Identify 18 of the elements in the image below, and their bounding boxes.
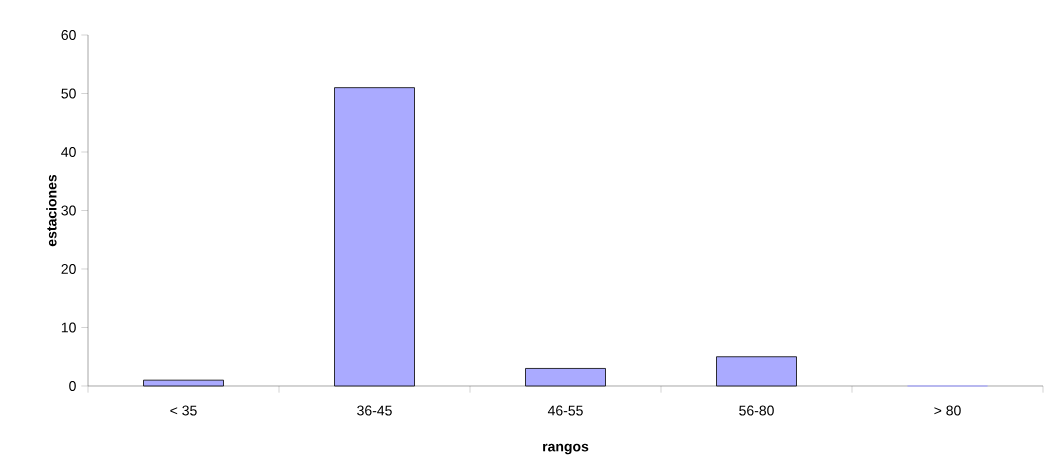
x-tick-label: < 35: [170, 405, 197, 416]
x-tick-label: 46-55: [547, 405, 583, 416]
y-tick-label: 20: [61, 264, 76, 274]
bar: [525, 368, 606, 387]
x-tick-label: 56-80: [739, 405, 774, 416]
bar: [716, 356, 797, 387]
x-tick-label: 36-45: [357, 405, 392, 416]
bar: [143, 379, 224, 387]
y-tick-label: 40: [61, 147, 76, 157]
x-tick-label: > 80: [934, 405, 961, 416]
y-tick-label: 0: [69, 381, 76, 391]
y-axis-title: estaciones: [46, 174, 57, 247]
x-axis-title: rangos: [543, 443, 589, 455]
y-tick-label: 60: [61, 30, 76, 40]
y-tick-label: 10: [61, 322, 76, 333]
bar: [334, 87, 415, 387]
y-tick-label: 30: [61, 205, 76, 216]
y-tick-label: 50: [61, 88, 76, 99]
